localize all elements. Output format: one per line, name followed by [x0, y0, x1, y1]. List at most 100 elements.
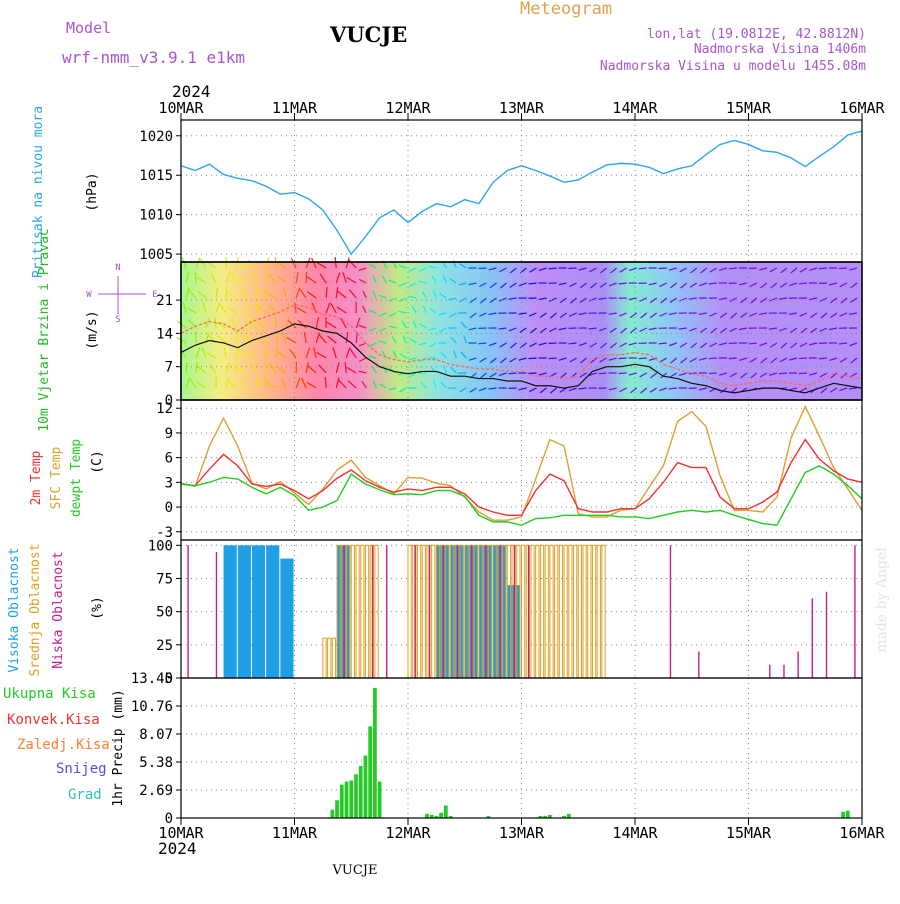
mid-cloud-bar — [361, 545, 364, 678]
mid-cloud-bar — [323, 638, 326, 678]
mid-cloud-bar — [569, 545, 572, 678]
precip-bar — [444, 806, 448, 818]
temp-unit-label: (C) — [90, 450, 105, 473]
legend-hail: Grad — [68, 787, 102, 803]
model-label: Model — [66, 19, 111, 37]
precip-bar — [364, 756, 368, 818]
precip-unit-label: 1hr Precip (mm) — [111, 689, 126, 806]
low-cloud-side-label: Niska Oblacnost — [51, 551, 66, 668]
mid-cloud-bar — [574, 545, 577, 678]
x-tick-label-top: 10MAR — [158, 99, 204, 117]
mid-cloud-bar — [540, 545, 543, 678]
meteogram-label: Meteogram — [520, 0, 612, 19]
compass-south: S — [115, 315, 120, 325]
mid-cloud-bar — [602, 545, 605, 678]
mid-cloud-bar — [332, 638, 335, 678]
compass-west: W — [86, 290, 92, 300]
wind-arrow — [549, 268, 557, 269]
cloud-unit-label: (%) — [90, 596, 105, 619]
mid-cloud-bar — [531, 545, 534, 678]
wind-arrow — [226, 287, 227, 298]
high-cloud-bar — [280, 559, 293, 678]
mid-cloud-bar — [588, 545, 591, 678]
mid-cloud-bar — [432, 545, 435, 678]
wind-arrow — [709, 358, 717, 359]
model-elevation-text: Nadmorska Visina u modelu 1455.08m — [600, 59, 866, 74]
precip-bar — [841, 812, 845, 818]
mid-cloud-bar — [417, 545, 420, 678]
x-tick-label-bottom: 16MAR — [839, 824, 885, 842]
wind-arrow — [749, 268, 757, 269]
high-cloud-bar — [238, 545, 251, 678]
wind-arrow — [509, 373, 517, 374]
mid-cloud-bar — [536, 545, 539, 678]
wind-arrow — [619, 373, 627, 374]
mid-cloud-bar — [356, 545, 359, 678]
plot-area: 1005101010151020071421-30369120255075100… — [131, 99, 886, 842]
wind-unit-label: (m/s) — [85, 310, 100, 349]
wind-arrow — [195, 332, 196, 343]
wind-arrow — [729, 358, 737, 359]
lonlat-text: lon,lat (19.0812E, 42.8812N) — [647, 27, 866, 42]
x-tick-label-bottom: 13MAR — [499, 824, 545, 842]
y-tick-label: 75 — [156, 571, 173, 587]
x-tick-label-bottom: 14MAR — [612, 824, 658, 842]
wind-side-label: 10m Vjetar Brzina i Pravac — [37, 228, 52, 432]
y-tick-label: 12 — [156, 401, 173, 417]
mid-cloud-bar — [559, 545, 562, 678]
x-tick-label-bottom: 12MAR — [385, 824, 431, 842]
wind-arrow — [819, 358, 827, 359]
wind-arrow — [779, 373, 787, 374]
pressure-unit-label: (hPa) — [85, 172, 100, 211]
high-cloud-bar — [252, 545, 265, 678]
y-tick-label: 50 — [156, 605, 173, 621]
y-tick-label: 100 — [148, 538, 173, 554]
precip-bar — [846, 811, 850, 818]
wind-arrow — [839, 268, 847, 269]
mid-cloud-bar — [365, 545, 368, 678]
x-tick-label-top: 16MAR — [839, 99, 885, 117]
y-tick-label: 1020 — [139, 129, 173, 145]
y-tick-label: 21 — [156, 293, 173, 309]
x-tick-label-top: 11MAR — [272, 99, 318, 117]
wind-arrow — [478, 343, 486, 344]
high-cloud-bar — [224, 545, 237, 678]
high-cloud-bar — [266, 545, 279, 678]
mid-cloud-bar — [583, 545, 586, 678]
precip-bar — [354, 774, 358, 818]
precip-bar — [345, 782, 349, 818]
wind-arrow — [819, 268, 827, 269]
precip-bar — [425, 814, 429, 818]
mid-cloud-bar — [328, 638, 331, 678]
mid-cloud-bar — [408, 545, 411, 678]
x-tick-label-top: 15MAR — [726, 99, 772, 117]
x-tick-label-bottom: 11MAR — [272, 824, 318, 842]
y-tick-label: 5.38 — [139, 755, 173, 771]
mid-cloud-bar — [564, 545, 567, 678]
wind-arrow — [799, 373, 807, 374]
wind-arrow — [529, 373, 537, 374]
y-tick-label: 10.76 — [131, 699, 173, 715]
precip-bar — [349, 781, 353, 818]
mid-cloud-bar — [578, 545, 581, 678]
precip-bar — [378, 782, 382, 818]
wind-arrow — [729, 268, 737, 269]
y-tick-label: 6 — [165, 451, 173, 467]
model-name: wrf-nmm_v3.9.1 e1km — [62, 48, 245, 67]
precip-bar — [567, 814, 571, 818]
precip-bar — [340, 785, 344, 818]
wind-arrow — [639, 268, 647, 269]
precip-bar — [359, 766, 363, 818]
station-title: VUCJE — [329, 22, 407, 47]
footer-station: VUCJE — [332, 863, 378, 878]
y-tick-label: 14 — [156, 326, 173, 342]
x-tick-label-bottom: 15MAR — [726, 824, 772, 842]
elevation-text: Nadmorska Visina 1406m — [694, 42, 866, 57]
wind-arrow — [246, 302, 247, 313]
wind-arrow — [619, 358, 627, 359]
legend-total: Ukupna Kisa — [3, 686, 96, 702]
mid-cloud-bar — [592, 545, 595, 678]
mid-cloud-bar — [422, 545, 425, 678]
